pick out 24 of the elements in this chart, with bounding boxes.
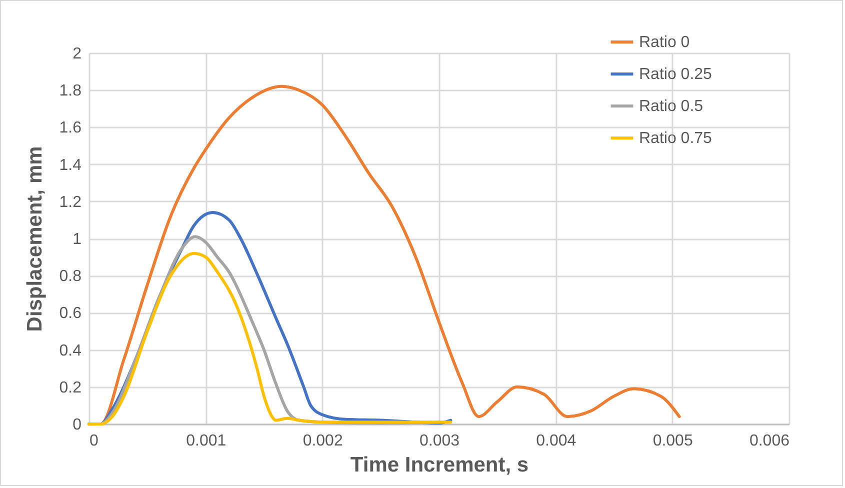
x-axis-title: Time Increment, s	[350, 454, 529, 476]
legend-label: Ratio 0	[639, 34, 690, 51]
y-tick-label: 0.6	[59, 305, 82, 322]
y-tick-label: 1.8	[59, 82, 82, 100]
x-tick-label: 0.003	[419, 432, 460, 450]
x-tick-label: 0.006	[749, 432, 790, 450]
y-tick-label: 1.6	[59, 120, 82, 137]
legend-label: Ratio 0.25	[639, 66, 712, 83]
x-tick-label: 0.001	[186, 432, 226, 450]
legend-label: Ratio 0.75	[639, 130, 712, 147]
y-tick-label: 2	[72, 46, 82, 62]
x-tick-label: 0.005	[652, 432, 693, 450]
y-tick-label: 0.8	[59, 268, 82, 286]
y-tick-label: 0	[72, 416, 82, 434]
y-axis-title: Displacement, mm	[23, 146, 46, 332]
x-tick-label: 0	[90, 432, 98, 450]
legend-label: Ratio 0.5	[639, 98, 704, 115]
y-tick-label: 1	[72, 231, 82, 248]
y-tick-label: 0.4	[59, 342, 82, 360]
y-tick-label: 1.4	[59, 156, 82, 174]
x-tick-label: 0.002	[302, 432, 343, 450]
x-tick-label: 0.004	[536, 432, 576, 450]
y-tick-label: 1.2	[59, 194, 82, 211]
y-tick-label: 0.2	[59, 379, 82, 396]
